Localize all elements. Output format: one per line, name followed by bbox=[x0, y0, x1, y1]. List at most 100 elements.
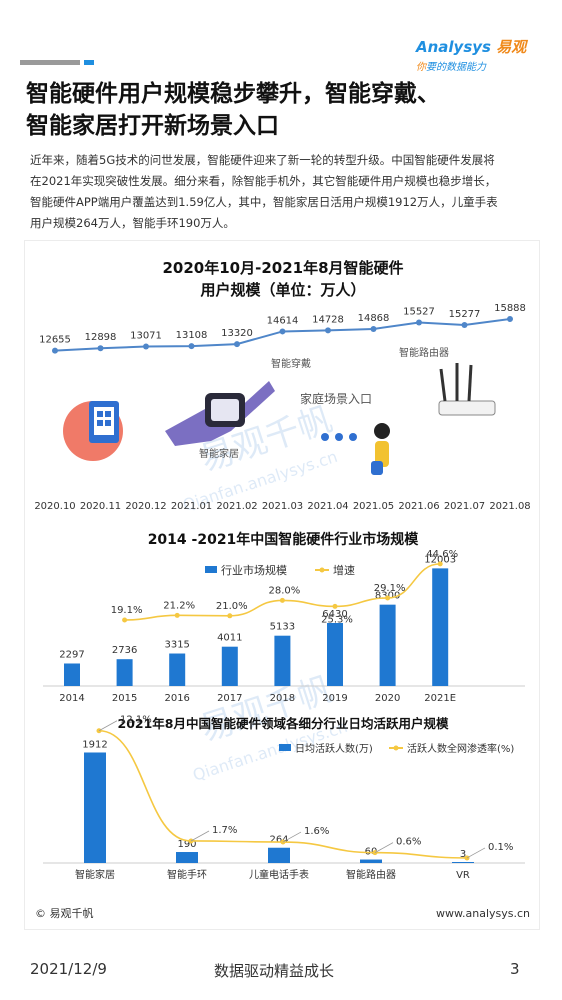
chart1-x-tick-label: 2021.07 bbox=[444, 501, 485, 512]
chart1-point bbox=[52, 347, 58, 354]
chart2-bar bbox=[432, 568, 449, 686]
chart3-bar bbox=[176, 852, 198, 863]
chart1-x-tick-label: 2021.05 bbox=[353, 501, 394, 512]
label-smart-router: 智能路由器 bbox=[399, 346, 449, 359]
chart2-x-tick-label: 2021E bbox=[424, 693, 456, 704]
intro-line-3: 智能硬件APP端用户覆盖达到1.59亿人，其中，智能家居日活用户规模1912万人… bbox=[30, 195, 498, 209]
chart2-bar-label: 5133 bbox=[270, 622, 295, 633]
illustration-smart-watch bbox=[165, 381, 275, 446]
chart1-value-label: 15527 bbox=[403, 307, 435, 318]
chart2-growth-point bbox=[174, 612, 180, 618]
chart1-point bbox=[188, 343, 195, 350]
chart1-x-tick-label: 2021.08 bbox=[489, 501, 530, 512]
chart3-penetration-label: 12.1% bbox=[120, 715, 152, 726]
label-smart-wearable: 智能穿戴 bbox=[271, 357, 311, 370]
chart2-growth-label: 21.0% bbox=[216, 601, 248, 612]
chart2-bar-label: 4011 bbox=[217, 633, 242, 644]
chart1-title-line-1: 2020年10月-2021年8月智能硬件 bbox=[162, 259, 403, 277]
chart2-growth-point bbox=[122, 617, 128, 623]
chart1-point bbox=[325, 327, 331, 334]
chart2-bar-label: 2297 bbox=[59, 649, 84, 660]
chart3-bar bbox=[360, 859, 382, 863]
illustration-family-scene bbox=[321, 423, 390, 475]
chart2-legend-line-label: 增速 bbox=[333, 563, 355, 577]
chart2-x-tick-label: 2020 bbox=[375, 693, 400, 704]
label-smart-home: 智能家居 bbox=[199, 447, 239, 460]
label-home-scene: 家庭场景入口 bbox=[300, 391, 372, 406]
chart3-legend: 日均活跃人数(万) 活跃人数全网渗透率(%) bbox=[279, 742, 514, 755]
chart3-legend-bar-label: 日均活跃人数(万) bbox=[295, 742, 373, 755]
chart1-value-label: 12655 bbox=[39, 335, 71, 346]
chart2-x-tick-label: 2018 bbox=[270, 693, 295, 704]
chart1-line-series: 12655 12898 13071 13108 13320 14614 14728 14868… bbox=[39, 303, 526, 354]
chart2-bar bbox=[169, 653, 186, 686]
chart3-penetration-label: 1.7% bbox=[212, 825, 237, 836]
chart1-x-tick-label: 2021.04 bbox=[307, 501, 348, 512]
illustration-smart-home bbox=[63, 401, 123, 461]
chart2-growth-point bbox=[385, 595, 391, 601]
chart1-x-tick-label: 2021.03 bbox=[262, 501, 303, 512]
chart3-x-tick-label: 智能手环 bbox=[167, 868, 207, 881]
chart2-x-tick-label: 2016 bbox=[164, 693, 189, 704]
chart2-legend: 行业市场规模 增速 bbox=[205, 563, 355, 577]
chart1-title-line-2: 用户规模（单位：万人） bbox=[200, 281, 365, 299]
chart1-point bbox=[370, 325, 377, 332]
chart3-plot: 1912智能家居190智能手环264儿童电话手表60智能路由器3VR12.1%1… bbox=[43, 715, 525, 881]
chart2-bar bbox=[64, 663, 80, 686]
chart2-growth-label: 29.1% bbox=[374, 583, 406, 594]
chart1-value-label: 15888 bbox=[494, 303, 526, 314]
chart2-growth-label: 28.0% bbox=[269, 585, 301, 596]
chart3-x-tick-label: 智能路由器 bbox=[346, 868, 396, 881]
panel-site: www.analysys.cn bbox=[436, 907, 530, 920]
chart3-bar-label: 264 bbox=[269, 835, 288, 846]
chart2-growth-label: 44.6% bbox=[426, 549, 458, 560]
chart2-legend-bar-swatch bbox=[205, 566, 217, 573]
chart3-x-tick-label: VR bbox=[456, 870, 470, 881]
chart3-bar-label: 1912 bbox=[82, 739, 107, 750]
chart2-growth-label: 25.3% bbox=[321, 614, 353, 625]
chart3-leader-line bbox=[98, 720, 118, 732]
top-accent-bar-blue bbox=[84, 60, 94, 65]
logo-slogan-a: 你 bbox=[416, 62, 426, 73]
chart3-legend-line-label: 活跃人数全网渗透率(%) bbox=[407, 742, 514, 755]
analysys-logo: Analysys 易观 你要的数据能力 bbox=[416, 36, 534, 76]
chart1-value-label: 13071 bbox=[130, 331, 162, 342]
chart2-legend-bar-label: 行业市场规模 bbox=[221, 563, 287, 577]
chart1-x-tick-label: 2021.06 bbox=[398, 501, 439, 512]
panel-copyright: © 易观千帆 bbox=[35, 906, 94, 920]
chart1-point bbox=[461, 321, 468, 328]
chart2-bar-label: 2736 bbox=[112, 645, 137, 656]
chart3-x-tick-label: 智能家居 bbox=[75, 868, 115, 881]
chart1-x-tick-label: 2020.10 bbox=[34, 501, 75, 512]
chart2-bar bbox=[221, 646, 238, 686]
chart3-x-tick-label: 儿童电话手表 bbox=[249, 868, 309, 881]
logo-slogan-b: 要的数据能力 bbox=[426, 62, 486, 73]
chart2-growth-point bbox=[279, 597, 285, 603]
infographic-svg: 易观千帆 Qianfan.analysys.cn 易观千帆 Qianfan.an… bbox=[34, 259, 530, 920]
chart3-title: 2021年8月中国智能硬件领域各细分行业日均活跃用户规模 bbox=[118, 716, 449, 731]
chart1-value-label: 13320 bbox=[221, 328, 253, 339]
chart2-growth-label: 21.2% bbox=[163, 600, 195, 611]
chart1-value-label: 12898 bbox=[85, 332, 117, 343]
chart3-leader-line bbox=[466, 847, 486, 859]
chart3-legend-bar-swatch bbox=[279, 744, 291, 751]
chart3-leader-line bbox=[374, 842, 394, 853]
chart1-x-tick-label: 2020.12 bbox=[125, 501, 166, 512]
chart1-x-tick-label: 2021.02 bbox=[216, 501, 257, 512]
chart3-bar bbox=[268, 847, 290, 863]
intro-line-2: 在2021年实现突破性发展。细分来看，除智能手机外，其它智能硬件用户规模也稳步增… bbox=[30, 174, 497, 188]
chart3-penetration-line bbox=[98, 729, 468, 859]
chart2-x-tick-label: 2017 bbox=[217, 693, 242, 704]
page-title: 智能硬件用户规模稳步攀升，智能穿戴、 智能家居打开新场景入口 bbox=[26, 78, 546, 142]
chart3-leader-line bbox=[190, 830, 210, 842]
chart2-x-tick-label: 2015 bbox=[112, 693, 137, 704]
chart1-x-tick-label: 2021.01 bbox=[171, 501, 212, 512]
chart2-bar bbox=[274, 635, 291, 686]
chart3-bar-label: 3 bbox=[460, 849, 466, 860]
chart1-point bbox=[97, 345, 104, 352]
chart3-penetration-label: 1.6% bbox=[304, 826, 329, 837]
intro-line-1: 近年来，随着5G技术的问世发展，智能硬件迎来了新一轮的转型升级。中国智能硬件发展… bbox=[30, 153, 495, 167]
chart1-point bbox=[234, 341, 240, 348]
top-accent-bar bbox=[20, 60, 94, 65]
chart2-bar bbox=[327, 622, 343, 686]
